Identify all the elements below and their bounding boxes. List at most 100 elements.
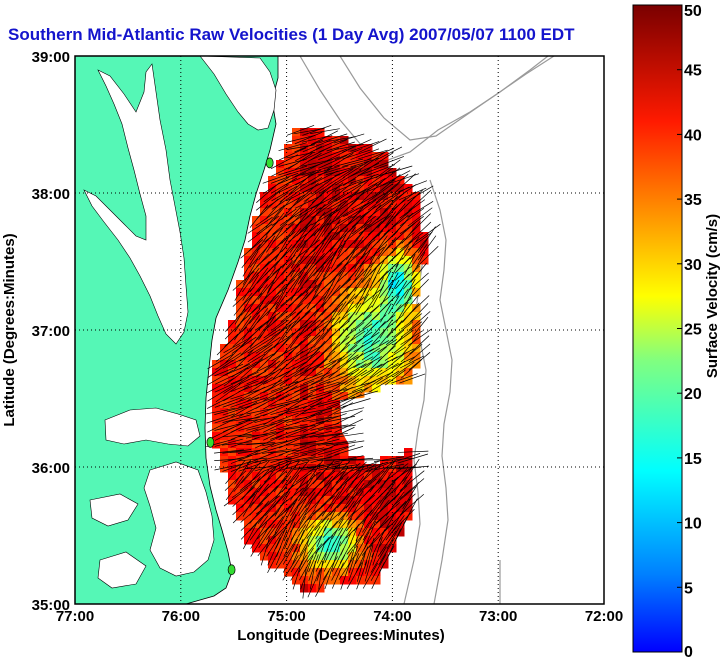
velocity-cell	[308, 520, 317, 529]
velocity-vector	[224, 317, 247, 340]
velocity-cell	[284, 320, 293, 329]
velocity-vector	[339, 549, 354, 572]
velocity-vector	[234, 315, 252, 341]
velocity-vector	[334, 410, 363, 425]
velocity-vector	[206, 394, 234, 409]
velocity-vector	[214, 396, 243, 408]
velocity-vector	[336, 262, 359, 283]
velocity-vector	[336, 237, 358, 260]
velocity-cell	[356, 504, 365, 513]
velocity-vector	[294, 411, 323, 425]
velocity-cell	[396, 280, 405, 289]
velocity-cell	[260, 512, 269, 521]
velocity-vector	[320, 486, 343, 507]
velocity-vector	[240, 292, 263, 316]
velocity-vector	[254, 414, 284, 424]
velocity-vector	[304, 308, 327, 332]
velocity-cell	[284, 344, 293, 353]
velocity-vector	[308, 554, 319, 581]
velocity-cell	[276, 512, 285, 521]
velocity-vector	[392, 508, 415, 532]
velocity-cell	[404, 504, 413, 513]
velocity-vector	[361, 499, 381, 525]
velocity-vector	[295, 152, 322, 170]
velocity-vector	[397, 450, 429, 453]
velocity-vector	[305, 469, 326, 492]
velocity-vector	[274, 547, 292, 573]
velocity-vector	[310, 130, 339, 145]
velocity-vector	[304, 197, 327, 220]
velocity-vector	[375, 159, 401, 179]
velocity-vector	[271, 192, 297, 210]
velocity-vector	[351, 183, 378, 203]
velocity-vector	[304, 277, 326, 300]
velocity-vector	[312, 310, 335, 331]
velocity-vector	[232, 326, 255, 347]
velocity-cell	[356, 512, 365, 521]
velocity-vector	[337, 278, 358, 299]
velocity-vector	[247, 223, 273, 243]
velocity-cell	[284, 240, 293, 249]
velocity-vector	[216, 333, 239, 356]
velocity-vector	[409, 272, 429, 290]
velocity-vector	[366, 164, 395, 176]
velocity-vector	[303, 320, 330, 339]
velocity-vector	[353, 361, 374, 378]
velocity-vector	[298, 509, 316, 532]
velocity-cell	[332, 352, 341, 361]
velocity-cell	[308, 512, 317, 521]
velocity-cell	[364, 320, 373, 329]
velocity-vector	[322, 226, 340, 253]
velocity-cell	[364, 296, 373, 305]
velocity-vector	[359, 470, 385, 491]
velocity-vector	[369, 360, 389, 378]
velocity-cell	[308, 488, 317, 497]
velocity-cell	[372, 472, 381, 481]
velocity-cell	[316, 488, 325, 497]
velocity-vector	[327, 386, 353, 401]
velocity-vector	[320, 262, 343, 283]
velocity-vector	[313, 333, 334, 356]
velocity-vector	[336, 362, 360, 377]
velocity-vector	[296, 302, 319, 324]
velocity-vector	[241, 461, 262, 484]
velocity-cell	[300, 192, 309, 201]
velocity-vector	[313, 324, 333, 348]
velocity-cell	[356, 368, 365, 377]
velocity-vector	[281, 460, 301, 485]
velocity-cell	[364, 232, 373, 241]
velocity-vector	[360, 237, 382, 260]
velocity-cell	[404, 368, 413, 377]
velocity-vector	[331, 562, 344, 589]
velocity-vector	[272, 349, 294, 372]
velocity-cell	[316, 336, 325, 345]
velocity-vector	[286, 134, 316, 143]
velocity-vector	[215, 383, 241, 403]
velocity-vector	[378, 328, 394, 346]
velocity-vector	[225, 460, 246, 485]
velocity-cell	[268, 336, 277, 345]
velocity-vector	[206, 378, 235, 394]
velocity-vector	[221, 441, 253, 446]
velocity-vector	[395, 288, 409, 306]
velocity-cell	[300, 472, 309, 481]
velocity-cell	[380, 192, 389, 201]
velocity-vector	[240, 334, 263, 356]
velocity-cell	[292, 376, 301, 385]
velocity-vector	[290, 524, 307, 548]
velocity-vector	[394, 297, 412, 314]
velocity-vector	[214, 463, 244, 471]
velocity-vector	[306, 518, 323, 539]
velocity-vector	[304, 261, 326, 284]
velocity-cell	[284, 352, 293, 361]
velocity-cell	[324, 256, 333, 265]
velocity-cell	[372, 488, 381, 497]
velocity-cell	[308, 344, 317, 353]
velocity-cell	[220, 344, 229, 353]
velocity-vector	[243, 521, 258, 550]
velocity-vector	[352, 494, 375, 515]
velocity-cell	[276, 272, 285, 281]
velocity-cell	[364, 472, 373, 481]
velocity-vector	[240, 239, 264, 259]
velocity-vector	[336, 368, 360, 386]
